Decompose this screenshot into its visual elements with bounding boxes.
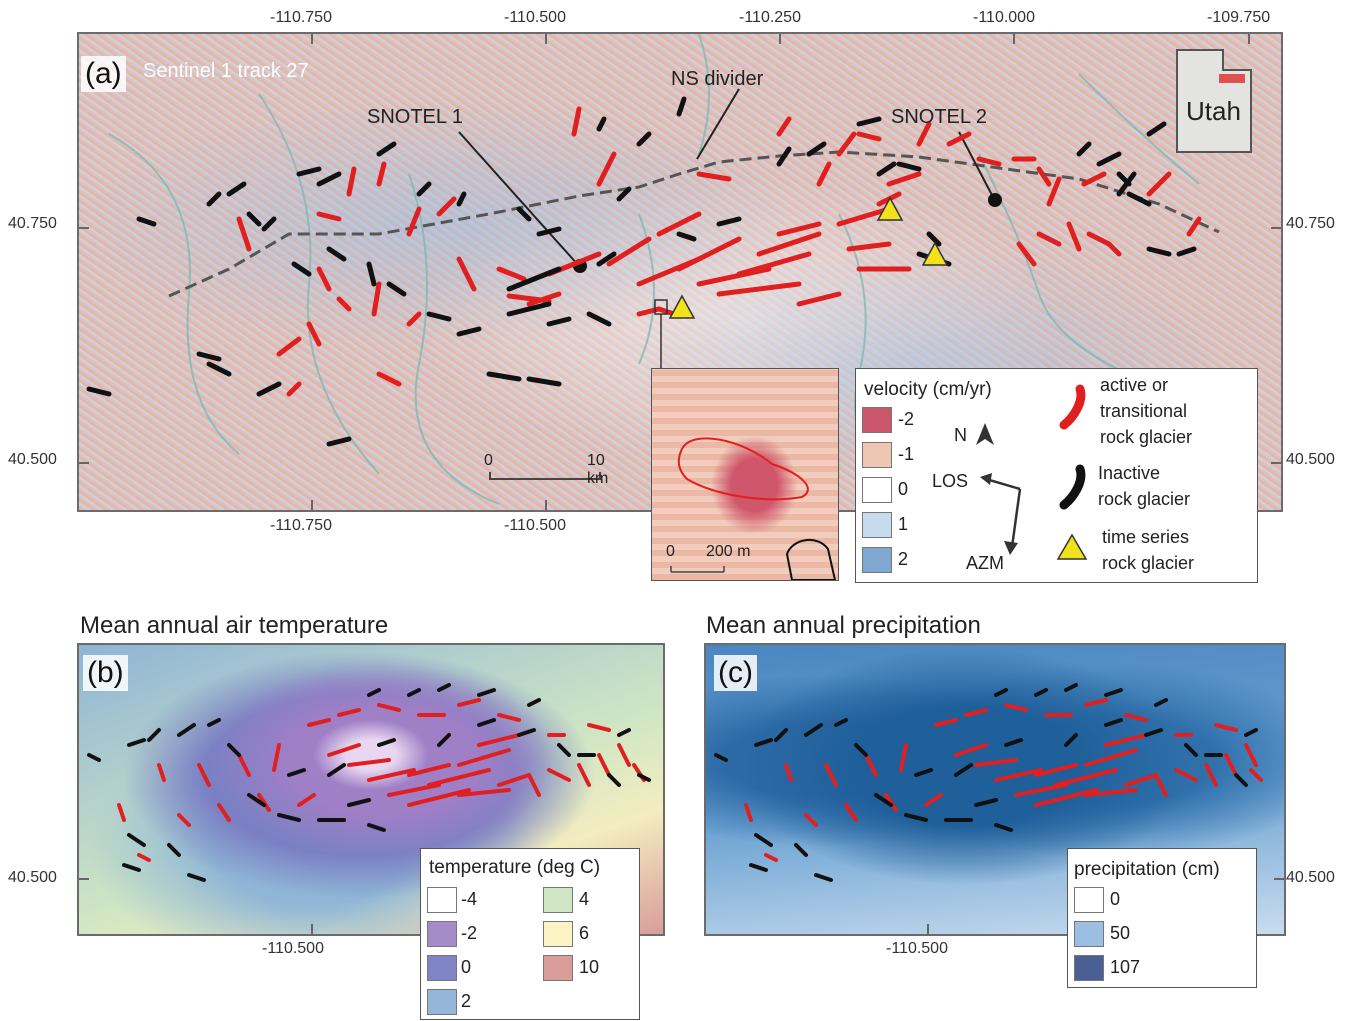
temp-label-1: -4 (461, 889, 478, 909)
panel-b-bottom-tick: -110.500 (262, 940, 324, 957)
precip-swatch-2 (1074, 921, 1104, 947)
time-series-label-2: rock glacier (1102, 553, 1195, 573)
zoom-inset-map: 0 200 m (651, 368, 839, 581)
bottom-tick-1: -110.750 (270, 517, 332, 534)
velocity-map-drawing (79, 34, 1281, 510)
right-tick-2: 40.500 (1286, 451, 1335, 468)
top-tick-1: -110.750 (270, 9, 332, 26)
velocity-legend-title: velocity (cm/yr) (864, 379, 992, 400)
time-series-markers (668, 196, 949, 319)
north-arrow-icon (976, 423, 994, 445)
panel-c-title: Mean annual precipitation (706, 612, 981, 639)
inactive-label-2: rock glacier (1098, 489, 1191, 509)
los-label: LOS (932, 471, 969, 491)
snotel2-leader (958, 131, 995, 200)
top-tick-2: -110.500 (504, 9, 566, 26)
ns-divider-line (168, 150, 1220, 298)
panel-b-left-tick: 40.500 (8, 869, 57, 886)
panel-a-letter: (a) (81, 56, 126, 92)
temp-swatch-4 (427, 989, 457, 1015)
velocity-swatch-1 (862, 407, 892, 433)
temperature-legend-title: temperature (deg C) (429, 857, 601, 878)
precipitation-legend-title: precipitation (cm) (1074, 859, 1220, 880)
temp-swatch-2 (427, 921, 457, 947)
temp-label-5: 4 (579, 889, 590, 909)
north-label: N (954, 425, 967, 445)
inactive-outline (785, 539, 837, 580)
temp-swatch-6 (543, 921, 573, 947)
temperature-map-drawing (79, 683, 651, 934)
precip-swatch-1 (1074, 887, 1104, 913)
temp-label-3: 0 (461, 957, 472, 977)
top-tick-4: -110.000 (973, 9, 1035, 26)
precipitation-legend: precipitation (cm) 0 50 107 (1067, 848, 1257, 988)
panel-c-right-tick: 40.500 (1286, 869, 1335, 886)
temp-label-6: 6 (579, 923, 590, 943)
temperature-legend: temperature (deg C) -4 -2 0 2 4 6 10 (420, 848, 640, 1020)
inactive-rock-glaciers (86, 96, 1197, 447)
utah-label: Utah (1186, 96, 1241, 126)
precip-label-3: 107 (1110, 957, 1141, 977)
right-tick-1: 40.750 (1286, 215, 1335, 232)
utah-outline (1176, 49, 1252, 153)
temp-label-7: 10 (579, 957, 600, 977)
velocity-label-4: 1 (898, 514, 909, 534)
top-tick-5: -109.750 (1207, 9, 1271, 26)
velocity-swatch-3 (862, 477, 892, 503)
precip-label-1: 0 (1110, 889, 1121, 909)
scale-bar: 0 10 km (484, 452, 608, 492)
precip-label-2: 50 (1110, 923, 1131, 943)
zoom-inset-drawing (670, 437, 837, 580)
velocity-swatch-2 (862, 442, 892, 468)
temp-swatch-3 (427, 955, 457, 981)
precip-swatch-3 (1074, 955, 1104, 981)
utah-locator-map: Utah (1171, 46, 1257, 158)
study-area-marker (1219, 74, 1245, 83)
bottom-tick-2: -110.500 (504, 517, 566, 534)
panel-b-letter: (b) (83, 655, 128, 691)
scale-bar-end: 10 km (587, 452, 609, 487)
velocity-legend: velocity (cm/yr) -2 -1 0 1 2 N LOS AZM a… (855, 368, 1258, 583)
inset-scale-end: 200 m (706, 543, 751, 560)
snotel1-leader (458, 131, 580, 267)
active-label-3: rock glacier (1100, 427, 1193, 447)
snotel2-marker (988, 193, 1002, 207)
inset-scale-start: 0 (666, 543, 675, 560)
rock-glacier-outline (677, 437, 809, 501)
active-label-1: active or (1100, 375, 1169, 395)
velocity-swatch-4 (862, 512, 892, 538)
temp-label-4: 2 (461, 991, 472, 1011)
panel-b-title: Mean annual air temperature (80, 612, 389, 639)
ns-divider-label: NS divider (671, 68, 764, 90)
temp-swatch-7 (543, 955, 573, 981)
velocity-swatch-5 (862, 547, 892, 573)
inactive-label-1: Inactive (1098, 463, 1161, 483)
time-series-label-1: time series (1102, 527, 1190, 547)
velocity-label-1: -2 (898, 409, 915, 429)
velocity-label-2: -1 (898, 444, 915, 464)
los-azm-arrows-icon (980, 473, 1022, 555)
temp-swatch-1 (427, 887, 457, 913)
snotel2-label: SNOTEL 2 (891, 106, 987, 128)
temp-swatch-5 (543, 887, 573, 913)
time-series-symbol-icon (1056, 533, 1088, 560)
panel-c-letter: (c) (714, 655, 757, 691)
left-tick-2: 40.500 (8, 451, 57, 468)
active-symbol-icon (1059, 384, 1086, 430)
azm-label: AZM (966, 553, 1004, 573)
temp-label-2: -2 (461, 923, 478, 943)
snotel1-label: SNOTEL 1 (367, 106, 463, 128)
velocity-label-5: 2 (898, 549, 909, 569)
scale-bar-start: 0 (484, 452, 493, 469)
panel-a-subtitle: Sentinel 1 track 27 (143, 60, 309, 82)
velocity-label-3: 0 (898, 479, 909, 499)
panel-c-bottom-tick: -110.500 (886, 940, 948, 957)
active-label-2: transitional (1100, 401, 1188, 421)
inactive-symbol-icon (1059, 464, 1086, 510)
active-rock-glaciers (236, 106, 1202, 397)
left-tick-1: 40.750 (8, 215, 57, 232)
top-tick-3: -110.250 (739, 9, 801, 26)
precipitation-map-drawing (714, 683, 1284, 934)
